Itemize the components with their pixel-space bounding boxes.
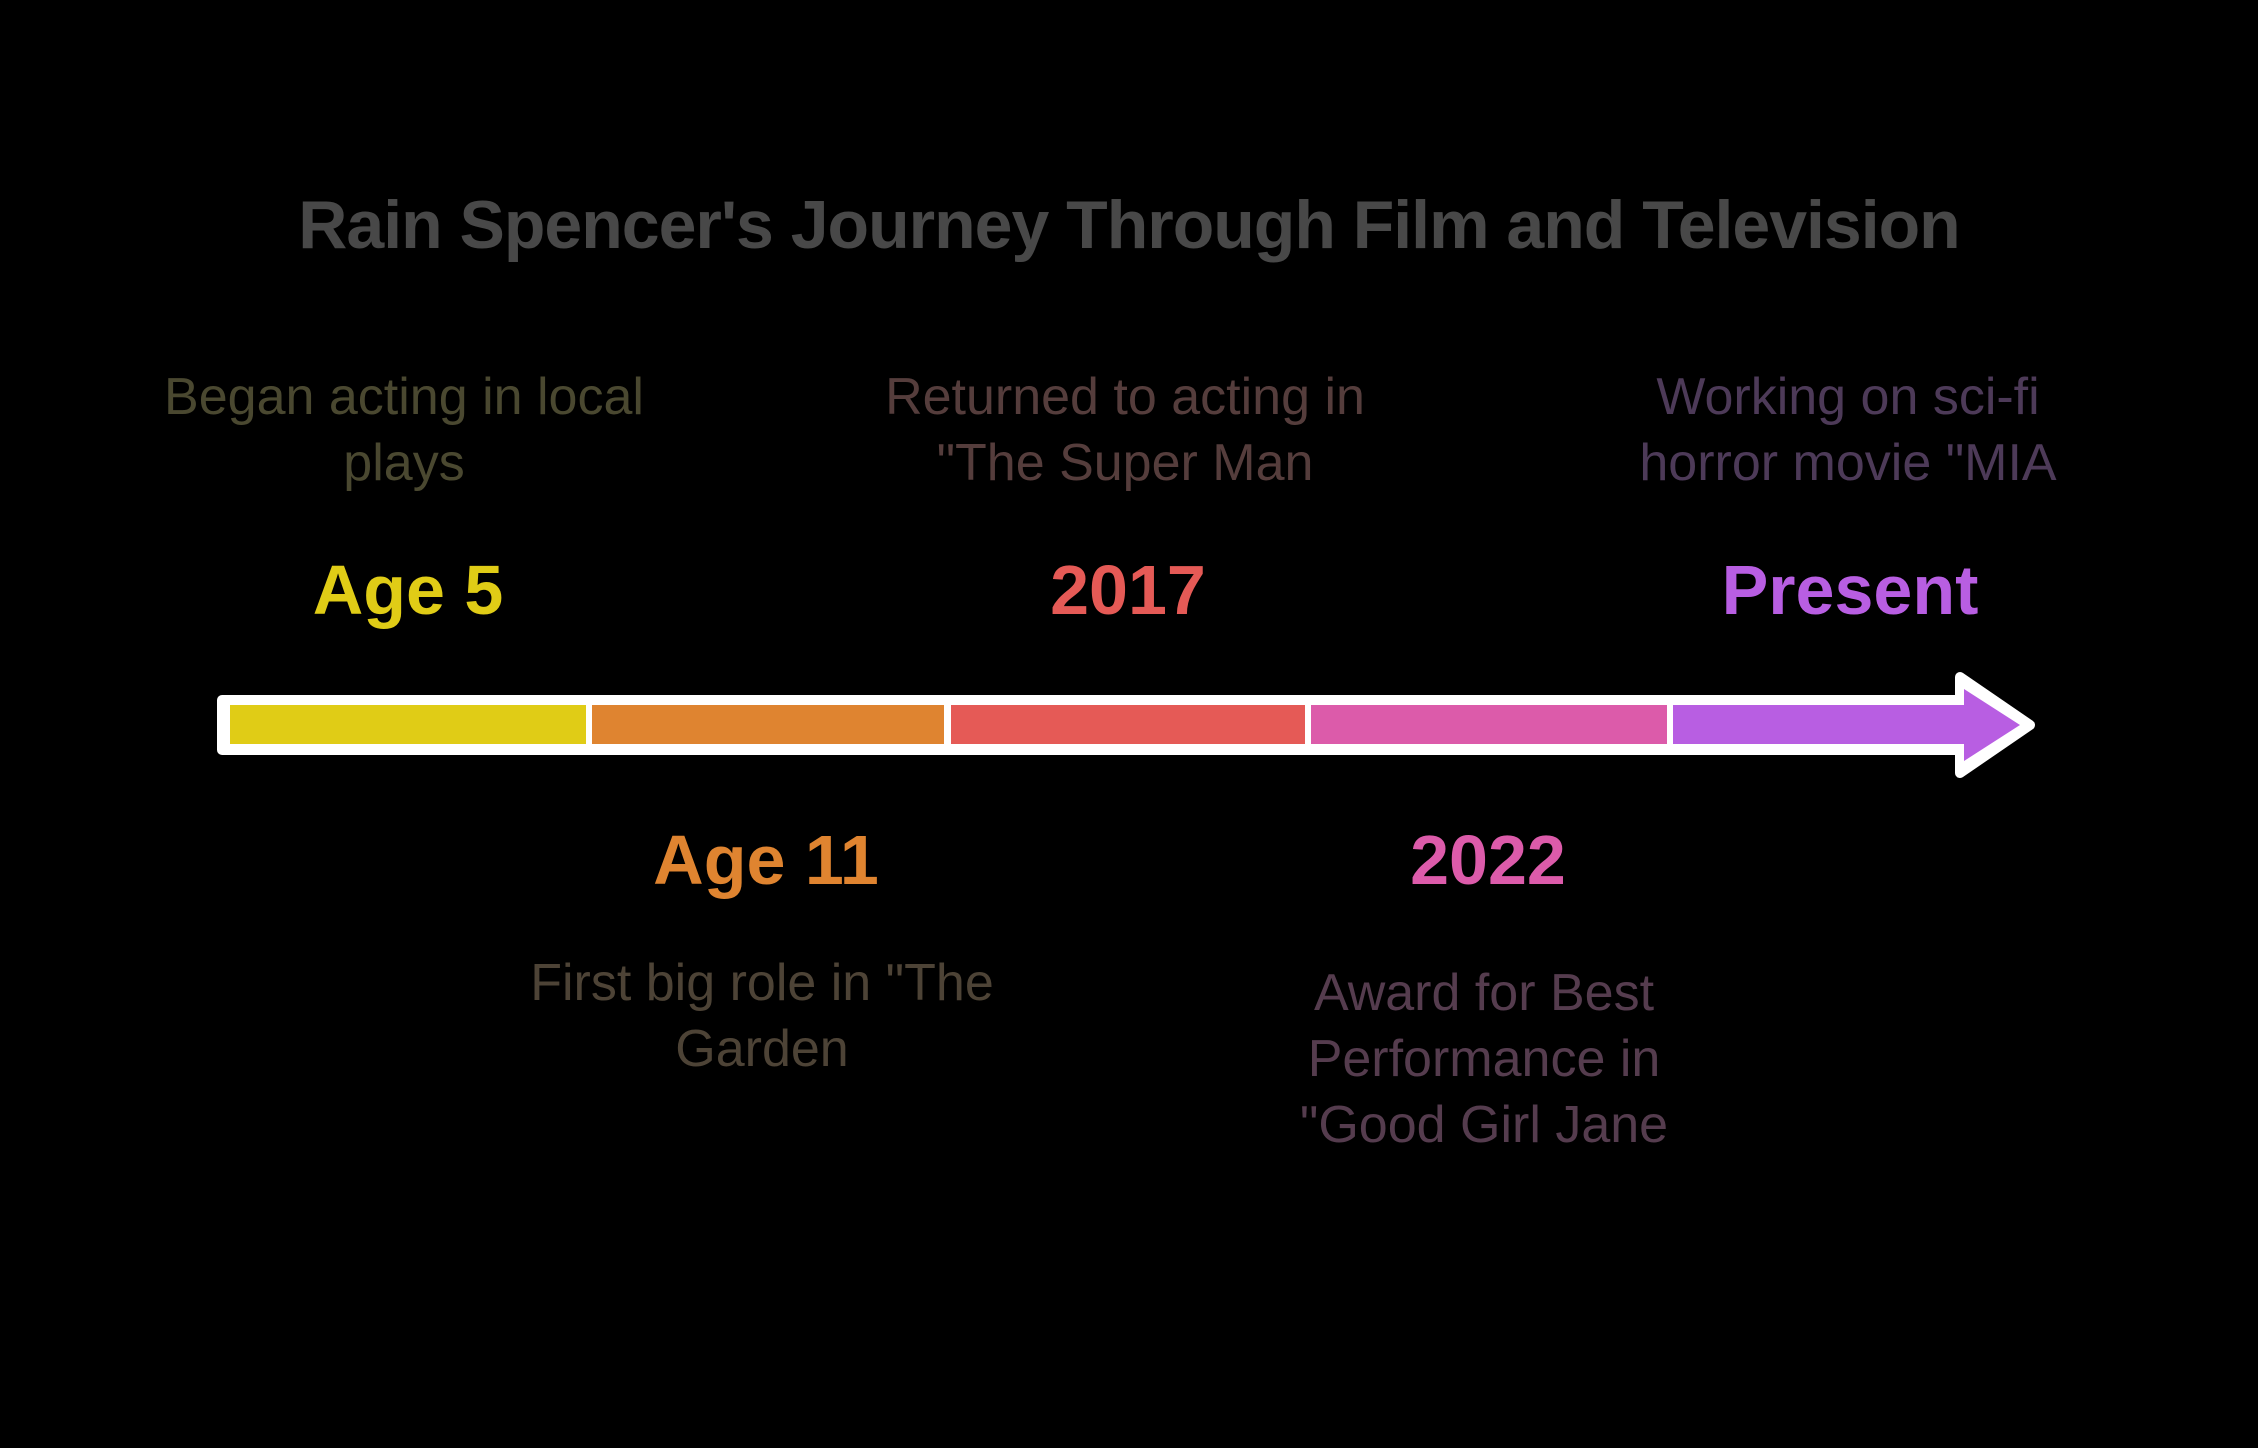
milestone-label-age-5: Age 5: [312, 551, 504, 629]
timeline-segment-2017: [951, 705, 1305, 744]
milestone-label-2022: 2022: [1410, 821, 1566, 899]
milestone-description-age-5: Began acting in local plays: [164, 368, 644, 492]
timeline-segment-present: [1673, 689, 2020, 761]
milestone-description-age-11: First big role in "The Garden: [530, 954, 994, 1078]
diagram-title: Rain Spencer's Journey Through Film and …: [298, 187, 1960, 263]
milestone-label-present: Present: [1721, 551, 1979, 629]
milestone-label-2017: 2017: [1050, 551, 1206, 629]
timeline-segment-age-5: [230, 705, 586, 744]
milestone-description-2017: Returned to acting in "The Super Man: [885, 368, 1365, 492]
milestone-label-age-11: Age 11: [653, 821, 879, 899]
milestone-description-present: Working on sci-fi horror movie "MIA: [1639, 368, 2057, 492]
timeline-segment-age-11: [592, 705, 944, 744]
timeline-segment-2022: [1311, 705, 1667, 744]
milestone-description-2022: Award for Best Performance in "Good Girl…: [1299, 964, 1669, 1154]
